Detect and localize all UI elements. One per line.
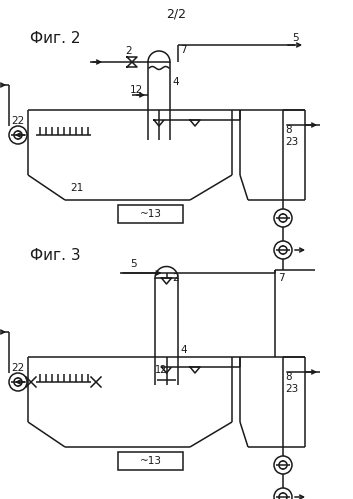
Text: 12: 12 [130,85,143,95]
Text: 22: 22 [12,116,25,126]
Text: 12: 12 [155,365,168,375]
Text: 8: 8 [285,372,292,382]
Text: 7: 7 [278,273,285,283]
Text: 2: 2 [126,46,132,56]
Bar [118,452,183,470]
Text: 22: 22 [12,363,25,373]
Text: ~13: ~13 [139,456,162,466]
Text: 23: 23 [285,137,298,147]
Bar [118,205,183,223]
Text: ~13: ~13 [139,209,162,219]
Text: 4: 4 [172,77,179,87]
Text: Фиг. 3: Фиг. 3 [30,248,80,262]
Text: 5: 5 [292,33,299,43]
Text: 23: 23 [285,384,298,394]
Text: Фиг. 2: Фиг. 2 [30,30,80,45]
Text: 21: 21 [70,183,83,193]
Text: 7: 7 [180,45,187,55]
Text: 5: 5 [130,259,137,269]
Text: 8: 8 [285,125,292,135]
Text: 4: 4 [180,345,187,355]
Text: 2/2: 2/2 [166,7,186,20]
Text: 2: 2 [173,273,179,283]
